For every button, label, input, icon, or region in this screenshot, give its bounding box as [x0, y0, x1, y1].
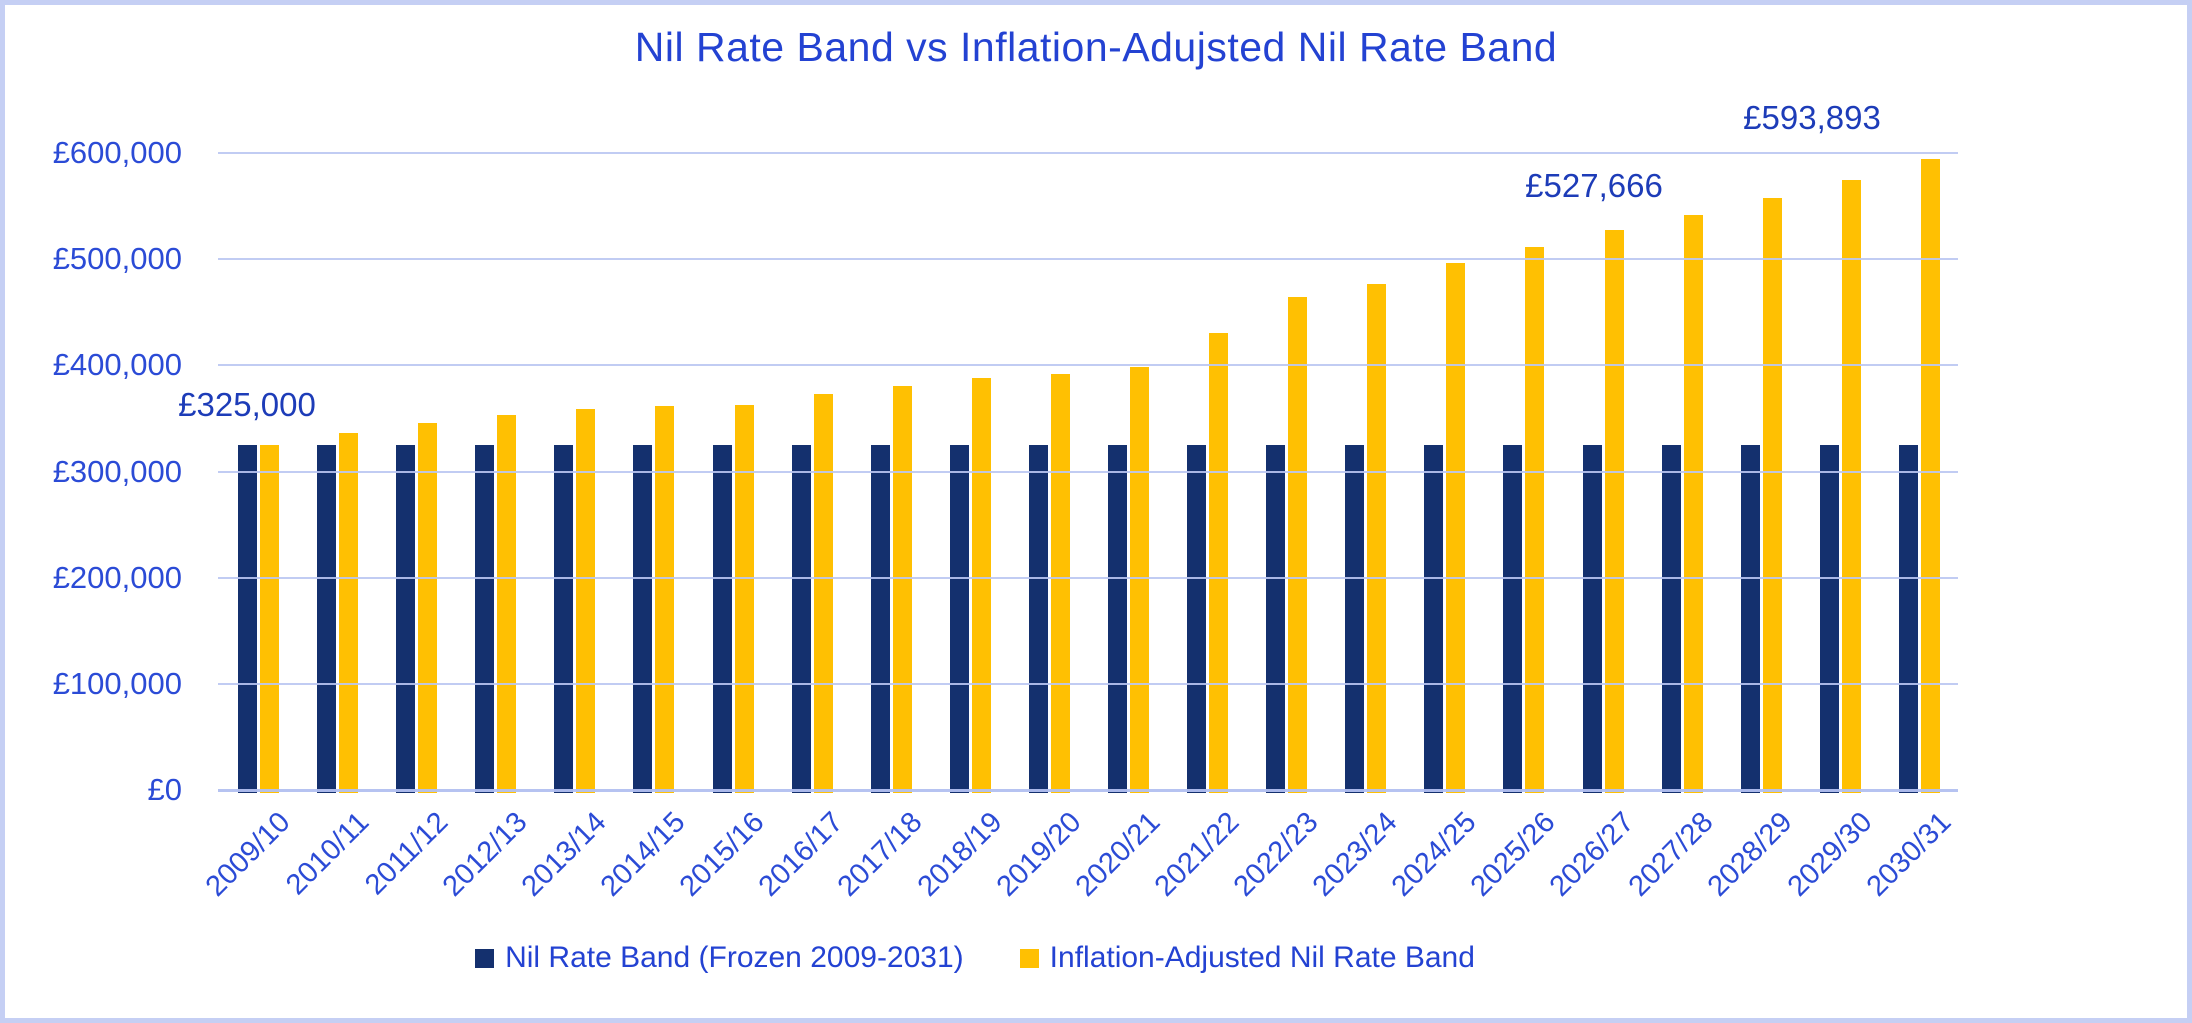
x-axis-tick-label: 2018/19 [911, 806, 1009, 903]
legend-label: Nil Rate Band (Frozen 2009-2031) [505, 941, 964, 974]
x-axis-tick-label: 2013/14 [515, 806, 613, 903]
bar-adjusted-2024/25 [1446, 263, 1466, 793]
x-axis-tick-label: 2020/21 [1069, 806, 1167, 903]
bar-adjusted-2022/23 [1288, 297, 1308, 793]
bar-adjusted-2021/22 [1209, 333, 1229, 793]
gridline [218, 364, 1958, 367]
bar-frozen-2016/17 [791, 444, 811, 793]
bar-adjusted-2019/20 [1050, 373, 1070, 793]
bar-adjusted-2010/11 [339, 433, 359, 793]
x-axis-tick-label: 2010/11 [280, 806, 376, 902]
bar-frozen-2023/24 [1345, 444, 1365, 793]
bar-frozen-2024/25 [1424, 444, 1444, 793]
bar-adjusted-2030/31 [1920, 159, 1940, 793]
bar-adjusted-2023/24 [1367, 283, 1387, 793]
legend-swatch-icon [475, 948, 495, 968]
bar-frozen-2017/18 [870, 444, 890, 793]
bar-adjusted-2009/10 [260, 444, 279, 793]
bar-frozen-2019/20 [1028, 444, 1048, 793]
legend-label: Inflation-Adjusted Nil Rate Band [1049, 941, 1475, 974]
bar-adjusted-2020/21 [1130, 367, 1149, 793]
bar-frozen-2029/30 [1819, 444, 1839, 793]
bar-adjusted-2013/14 [576, 408, 596, 793]
bar-frozen-2020/21 [1108, 444, 1127, 793]
bar-frozen-2014/15 [633, 444, 653, 793]
bar-adjusted-2017/18 [892, 385, 912, 793]
bar-adjusted-2011/12 [418, 422, 438, 793]
x-axis-tick-label: 2012/13 [436, 806, 534, 903]
legend: Nil Rate Band (Frozen 2009-2031) Inflatio… [0, 941, 1950, 975]
legend-item: Nil Rate Band (Frozen 2009-2031) [475, 941, 964, 975]
bar-frozen-2026/27 [1582, 444, 1602, 793]
y-axis-tick-label: £100,000 [52, 665, 182, 701]
x-axis-line [218, 789, 1958, 792]
x-axis-tick-label: 2030/31 [1860, 806, 1958, 903]
gridline [218, 258, 1958, 261]
gridline [218, 152, 1958, 154]
bar-frozen-2013/14 [554, 444, 574, 793]
bar-adjusted-2016/17 [813, 393, 833, 793]
y-axis-tick-label: £200,000 [52, 559, 182, 595]
bar-frozen-2025/26 [1503, 444, 1523, 793]
bar-frozen-2022/23 [1266, 444, 1286, 793]
bar-frozen-2028/29 [1740, 444, 1760, 793]
x-axis-tick-label: 2017/18 [832, 806, 929, 903]
x-axis-tick-label: 2026/27 [1543, 806, 1641, 903]
x-axis-tick-label: 2021/22 [1148, 806, 1246, 903]
y-axis-tick-label: £500,000 [52, 241, 182, 277]
bar-adjusted-2026/27 [1604, 229, 1624, 793]
bar-frozen-2027/28 [1661, 444, 1681, 793]
x-axis-tick-label: 2022/23 [1227, 806, 1325, 903]
chart-title: Nil Rate Band vs Inflation-Adujsted Nil … [634, 24, 1558, 70]
bar-adjusted-2015/16 [734, 404, 754, 793]
x-axis-tick-label: 2029/30 [1781, 806, 1879, 903]
bar-frozen-2011/12 [396, 444, 416, 793]
x-axis-tick-label: 2009/10 [199, 806, 297, 903]
bar-frozen-2010/11 [317, 444, 337, 793]
gridline [218, 682, 1958, 685]
y-axis-tick-label: £400,000 [52, 347, 182, 383]
y-axis-tick-label: £300,000 [52, 453, 182, 489]
bar-adjusted-2014/15 [655, 405, 675, 793]
x-axis-tick-label: 2028/29 [1702, 806, 1799, 903]
bar-frozen-2015/16 [712, 444, 732, 793]
data-label-2030/31: £593,893 [1743, 99, 1881, 136]
x-axis-tick-label: 2027/28 [1623, 806, 1720, 903]
x-axis-tick-label: 2016/17 [753, 806, 850, 903]
x-axis-tick-label: 2023/24 [1306, 806, 1404, 903]
bar-adjusted-2018/19 [971, 378, 991, 793]
x-axis-tick-label: 2024/25 [1385, 806, 1483, 903]
gridline [218, 576, 1958, 579]
bar-adjusted-2027/28 [1683, 214, 1703, 793]
bar-frozen-2009/10 [238, 444, 257, 793]
bar-frozen-2018/19 [949, 444, 969, 793]
bar-frozen-2021/22 [1187, 444, 1207, 793]
x-axis-tick-label: 2014/15 [594, 806, 692, 903]
legend-item: Inflation-Adjusted Nil Rate Band [1019, 941, 1475, 975]
bar-adjusted-2028/29 [1762, 197, 1782, 793]
y-axis-tick-label: £0 [147, 772, 182, 807]
bar-frozen-2030/31 [1898, 444, 1918, 793]
x-axis-tick-label: 2025/26 [1464, 806, 1562, 903]
data-label-2009/10: £325,000 [178, 386, 316, 423]
x-axis-tick-label: 2015/16 [673, 806, 771, 903]
bar-adjusted-2025/26 [1525, 247, 1545, 793]
data-label-2026/27: £527,666 [1525, 167, 1663, 204]
y-axis-tick-label: £600,000 [52, 135, 182, 170]
bar-frozen-2012/13 [475, 444, 495, 793]
legend-swatch-icon [1019, 948, 1039, 968]
bar-adjusted-2029/30 [1841, 179, 1861, 793]
x-axis-tick-label: 2019/20 [990, 806, 1088, 903]
x-axis-tick-label: 2011/12 [359, 806, 455, 902]
gridline [218, 470, 1958, 473]
bar-adjusted-2012/13 [497, 415, 517, 793]
